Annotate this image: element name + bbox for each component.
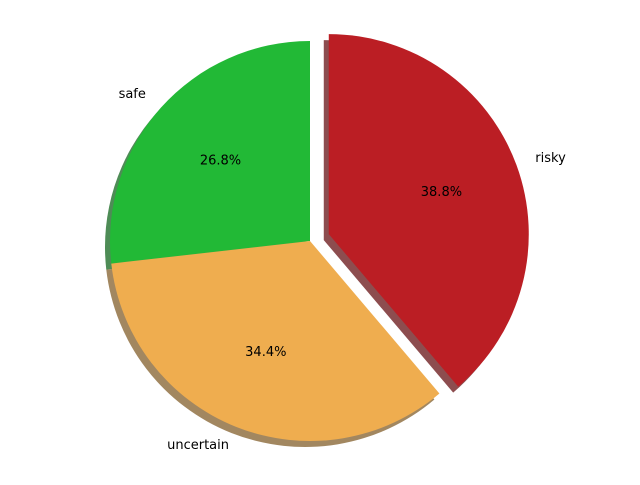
pie-slice-safe: [110, 41, 310, 264]
pie-slice-uncertain: [111, 241, 440, 441]
pie-label-risky: risky: [535, 151, 566, 166]
pie-label-safe: safe: [119, 87, 146, 102]
slice-layer: [110, 34, 529, 441]
label-layer: safe 26.8% uncertain 34.4% risky 38.8%: [119, 87, 567, 453]
pie-percent-label-safe: 26.8%: [200, 154, 241, 169]
pie-percent-label-uncertain: 34.4%: [245, 345, 286, 360]
pie-label-uncertain: uncertain: [167, 438, 229, 453]
pie-slice-risky: [328, 34, 529, 387]
pie-percent-label-risky: 38.8%: [421, 185, 462, 200]
